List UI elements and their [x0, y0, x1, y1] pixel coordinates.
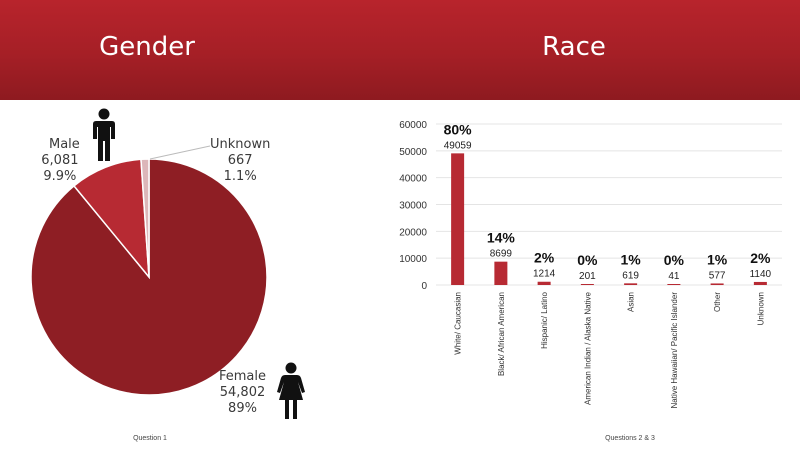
unknown-label-name: Unknown — [210, 137, 271, 152]
bar-percent-label: 1% — [707, 251, 728, 267]
male-label-count: 6,081 — [41, 153, 79, 168]
bar-value-label: 1214 — [533, 269, 556, 280]
bar-value-label: 577 — [709, 270, 726, 281]
bar-percent-label: 1% — [621, 251, 642, 267]
race-bar-chart: 0 10000 20000 30000 40000 50000 60000 49059 80% W… — [399, 120, 782, 409]
x-category-label: American Indian / Alaska Native — [583, 291, 592, 404]
gender-title: Gender — [99, 32, 195, 62]
bar — [537, 281, 551, 285]
x-category-label: Native Hawaiian/ Pacific Islander — [670, 292, 679, 409]
female-person-icon — [277, 362, 305, 419]
male-label-name: Male — [49, 137, 80, 152]
bar-percent-label: 2% — [750, 250, 771, 266]
bar-percent-label: 0% — [664, 252, 685, 268]
y-tick-label: 30000 — [399, 201, 427, 212]
x-category-label: Unknown — [756, 292, 765, 325]
bar-percent-label: 14% — [487, 230, 516, 246]
pie-slice-male — [72, 158, 150, 280]
bar-percent-label: 80% — [444, 121, 473, 137]
bar — [710, 283, 724, 285]
female-label-pct: 89% — [228, 401, 257, 416]
gender-footnote: Question 1 — [133, 435, 167, 442]
unknown-label-count: 667 — [227, 153, 253, 168]
bar — [451, 153, 465, 285]
female-label-count: 54,802 — [219, 385, 266, 400]
race-title: Race — [542, 32, 606, 62]
male-label-pct: 9.9% — [43, 169, 77, 184]
bar-value-label: 619 — [622, 270, 639, 281]
pie-label-male: Male 6,081 9.9% — [40, 137, 80, 185]
x-category-label: Other — [713, 292, 722, 312]
bar-percent-label: 2% — [534, 250, 555, 266]
y-tick-label: 60000 — [399, 120, 427, 131]
pie-label-female: Female 54,802 89% — [219, 369, 266, 417]
bar — [494, 261, 508, 285]
bar-value-label: 41 — [668, 271, 680, 282]
race-footnote: Questions 2 & 3 — [605, 435, 655, 442]
x-category-label: Black/ African American — [497, 292, 506, 376]
x-category-label: Hispanic/ Latino — [540, 291, 549, 348]
bar — [753, 281, 767, 285]
bar — [580, 284, 594, 285]
y-tick-label: 20000 — [399, 227, 427, 238]
y-tick-label: 0 — [421, 281, 427, 292]
y-tick-label: 50000 — [399, 147, 427, 158]
bar — [624, 283, 638, 285]
bar-percent-label: 0% — [577, 252, 598, 268]
pie-label-unknown: Unknown 667 1.1% — [210, 137, 270, 185]
header-bar: Gender Race — [0, 0, 800, 100]
bar-value-label: 8699 — [490, 249, 513, 260]
bar-value-label: 1140 — [750, 269, 772, 280]
unknown-label-pct: 1.1% — [223, 169, 257, 184]
gender-pie-chart — [30, 145, 268, 396]
y-tick-label: 40000 — [399, 174, 427, 185]
male-person-icon — [93, 108, 115, 161]
x-category-label: Asian — [627, 292, 636, 312]
bar — [667, 284, 681, 285]
y-tick-label: 10000 — [399, 254, 427, 265]
bar-value-label: 49059 — [444, 140, 472, 151]
x-category-label: White/ Caucasian — [454, 292, 463, 355]
bar-value-label: 201 — [579, 271, 596, 282]
female-label-name: Female — [219, 369, 267, 384]
unknown-leader-line — [149, 145, 211, 160]
pie-slice-unknown — [140, 158, 150, 278]
